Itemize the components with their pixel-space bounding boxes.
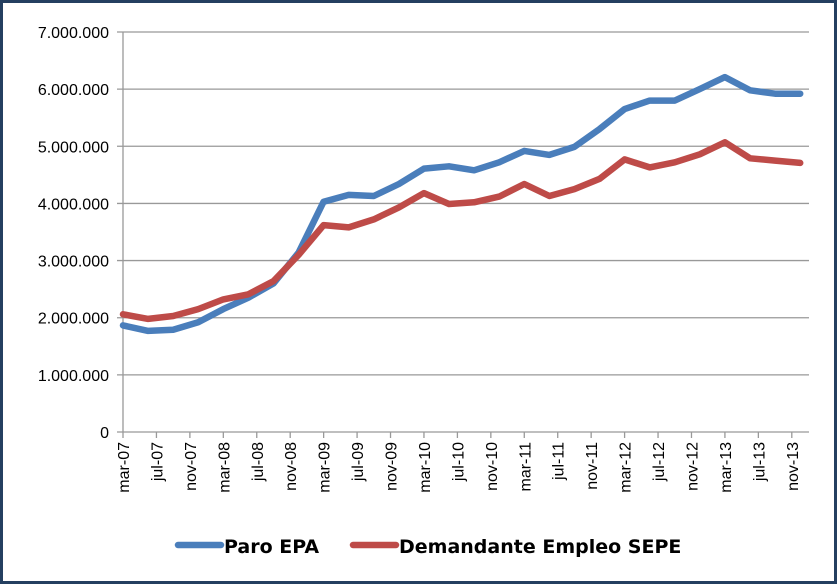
x-tick-label: jul-08	[250, 442, 267, 482]
y-tick-label: 2.000.000	[38, 311, 109, 328]
y-tick-label: 4.000.000	[38, 196, 109, 213]
gridlines	[117, 32, 809, 432]
x-tick-label: jul-07	[149, 442, 166, 482]
x-tick-label: jul-10	[450, 442, 467, 482]
x-tick-label: nov-08	[283, 442, 300, 491]
y-tick-label: 7.000.000	[38, 25, 109, 42]
x-tick-label: nov-13	[785, 442, 802, 491]
x-tick-label: nov-11	[584, 442, 601, 490]
x-tick-label: jul-09	[350, 442, 367, 482]
x-tick-label: jul-11	[551, 442, 568, 481]
x-tick-label: nov-12	[684, 442, 701, 491]
y-tick-label: 1.000.000	[38, 368, 109, 385]
x-tick-label: mar-10	[417, 442, 434, 493]
y-tick-label: 0	[100, 425, 109, 442]
x-tick-label: mar-11	[517, 442, 534, 492]
x-tick-label: jul-12	[651, 442, 668, 482]
x-tick-label: jul-13	[751, 442, 768, 482]
x-tick-label: nov-09	[384, 442, 401, 491]
legend-label: Demandante Empleo SEPE	[399, 536, 681, 558]
x-tick-label: nov-10	[484, 442, 501, 491]
x-tick-label: mar-09	[317, 442, 334, 493]
x-tick-label: mar-07	[116, 442, 133, 493]
x-tick-label: mar-13	[718, 442, 735, 493]
x-tick-label: nov-07	[183, 442, 200, 491]
line-chart: 0 1.000.000 2.000.000 3.000.000 4.000.000 5.0…	[3, 3, 837, 587]
legend-label: Paro EPA	[224, 536, 319, 558]
y-tick-label: 5.000.000	[38, 139, 109, 156]
y-tick-label: 6.000.000	[38, 82, 109, 99]
x-tick-label: mar-08	[216, 442, 233, 493]
y-tick-label: 3.000.000	[38, 254, 109, 271]
x-tick-label: mar-12	[618, 442, 635, 493]
legend: Paro EPA Demandante Empleo SEPE	[178, 536, 681, 558]
